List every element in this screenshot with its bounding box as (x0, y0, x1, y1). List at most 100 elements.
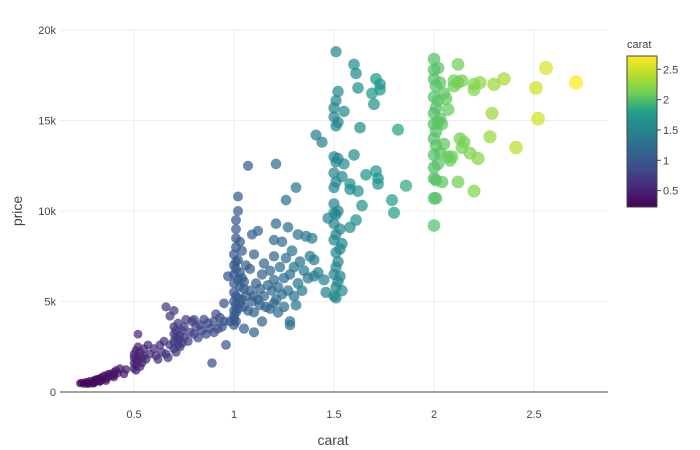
colorbar: carat 0.5 1 1.5 2 2.5 (626, 39, 678, 208)
data-point (350, 67, 362, 80)
x-tick-labels: 0.5 1 1.5 2 2.5 (126, 409, 541, 421)
data-point (399, 179, 413, 192)
data-point (169, 306, 179, 316)
data-point (121, 365, 131, 374)
data-point (183, 336, 193, 346)
data-point (568, 75, 584, 90)
x-tick-label: 0.5 (126, 409, 141, 421)
data-point (294, 256, 306, 268)
data-point (429, 192, 443, 205)
data-point (445, 150, 459, 164)
data-point (386, 194, 398, 207)
data-point (278, 301, 290, 313)
data-point (330, 46, 342, 58)
data-point (368, 98, 380, 111)
data-point (248, 307, 260, 318)
data-point (332, 205, 344, 217)
data-point (338, 105, 350, 118)
data-point (258, 258, 270, 269)
data-point (348, 149, 360, 161)
data-point (431, 61, 445, 75)
data-point (244, 263, 256, 274)
data-point (233, 191, 243, 202)
data-point (274, 261, 286, 273)
data-point (457, 135, 471, 149)
data-point (435, 117, 449, 131)
data-point (290, 299, 302, 311)
data-point (306, 232, 318, 244)
colorbar-tick-label: 0.5 (663, 186, 678, 198)
data-point (437, 137, 451, 151)
y-tick-label: 10k (38, 206, 56, 218)
colorbar-title: carat (627, 39, 651, 51)
y-tick-label: 5k (44, 297, 56, 309)
data-point (179, 322, 189, 332)
data-point (133, 329, 143, 339)
data-point (330, 95, 342, 107)
data-point (268, 251, 280, 262)
data-point (231, 224, 241, 235)
data-point (451, 175, 465, 189)
data-point (207, 358, 217, 368)
data-point (238, 276, 250, 287)
data-point (336, 237, 348, 250)
data-point (352, 185, 364, 197)
colorbar-tick-label: 1.5 (663, 125, 678, 137)
data-point (483, 130, 497, 144)
x-tick-label: 2.5 (526, 409, 541, 421)
data-point (388, 206, 400, 219)
data-point (392, 123, 404, 136)
data-point (334, 223, 346, 235)
data-point (451, 58, 465, 71)
data-point (344, 178, 356, 190)
x-axis-title: carat (317, 432, 348, 448)
data-point (531, 111, 545, 126)
data-point (256, 316, 268, 327)
data-point (248, 327, 260, 338)
data-point (509, 140, 523, 155)
data-point (332, 85, 344, 98)
data-point (238, 323, 250, 334)
data-point (268, 234, 280, 246)
data-point (352, 82, 364, 94)
data-point (471, 151, 485, 166)
data-point (270, 158, 282, 170)
colorbar-tick-label: 2 (663, 95, 669, 107)
data-point (231, 215, 241, 226)
data-point (356, 199, 368, 212)
data-point (237, 245, 247, 256)
y-axis-title: price (9, 196, 25, 227)
data-point (221, 340, 231, 350)
data-point (467, 184, 481, 198)
data-point (258, 290, 270, 302)
data-point (163, 353, 173, 363)
data-point (334, 270, 346, 282)
data-point (435, 175, 449, 189)
data-point (233, 206, 243, 216)
data-point (270, 218, 282, 229)
data-point (354, 121, 366, 134)
data-point (219, 298, 229, 309)
data-point (360, 169, 372, 181)
colorbar-tick-label: 2.5 (663, 64, 678, 76)
data-point (233, 254, 243, 265)
data-point (372, 178, 384, 190)
data-point (316, 136, 328, 148)
colorbar-gradient (626, 55, 658, 208)
data-point (264, 265, 276, 276)
data-point (336, 170, 348, 183)
data-point (248, 249, 260, 260)
data-point (296, 285, 308, 296)
data-point (284, 316, 296, 327)
data-point (529, 81, 543, 95)
data-point (485, 106, 499, 120)
data-point (332, 116, 344, 128)
data-point (497, 72, 511, 86)
data-point (439, 92, 453, 106)
data-point (280, 252, 292, 264)
y-tick-labels: 0 5k 10k 15k 20k (38, 25, 56, 399)
data-point (336, 284, 348, 297)
data-point (433, 76, 447, 89)
data-point (282, 222, 294, 233)
